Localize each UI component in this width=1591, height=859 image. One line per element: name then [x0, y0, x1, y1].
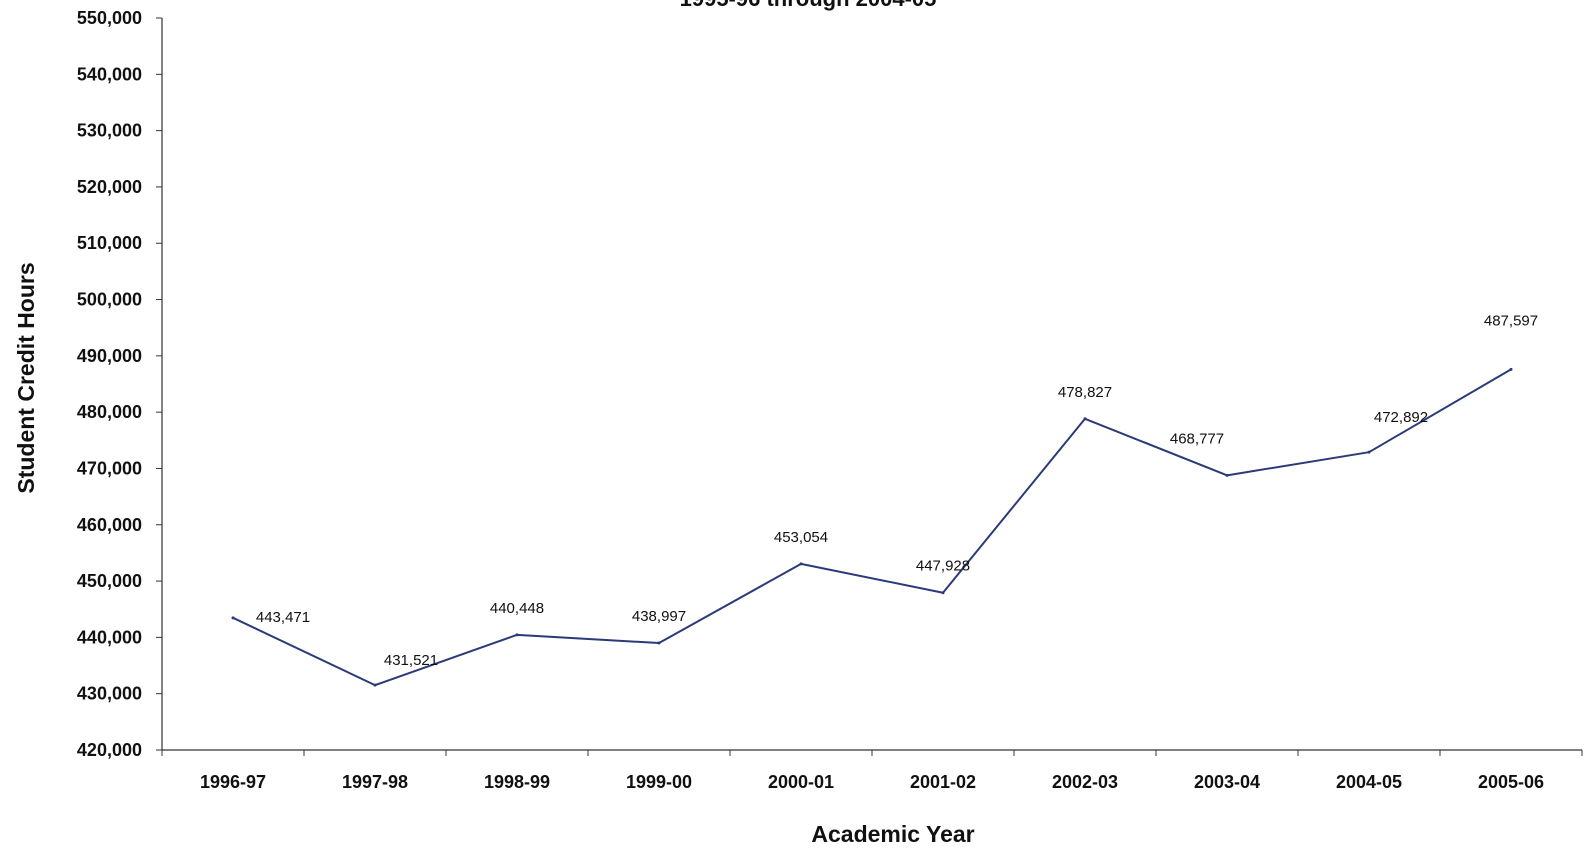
y-tick-label: 480,000 [77, 402, 142, 422]
x-axis: 1996-97 1997-98 1998-99 1999-00 2000-01 2001-… [161, 749, 1583, 792]
y-tick-label: 450,000 [77, 571, 142, 591]
x-tick-label: 1999-00 [626, 772, 692, 792]
data-point [1083, 417, 1087, 421]
x-tick-label: 2003-04 [1194, 772, 1260, 792]
data-point [231, 616, 235, 620]
y-tick-label: 460,000 [77, 515, 142, 535]
data-point [1367, 450, 1371, 454]
data-point [657, 641, 661, 645]
data-label: 438,997 [632, 608, 686, 625]
x-tick-label: 2000-01 [768, 772, 834, 792]
data-label: 453,054 [774, 529, 828, 546]
data-label: 468,777 [1170, 430, 1224, 447]
x-tick-label: 1998-99 [484, 772, 550, 792]
y-axis-title: Student Credit Hours [13, 262, 39, 493]
data-label: 478,827 [1058, 384, 1112, 401]
data-label: 443,471 [256, 609, 310, 626]
chart-title: 1995-96 through 2004-05 [680, 0, 937, 11]
y-tick-label: 470,000 [77, 458, 142, 478]
series [231, 367, 1513, 687]
x-tick-label: 2004-05 [1336, 772, 1402, 792]
data-label: 447,928 [916, 558, 970, 575]
data-label: 440,448 [490, 600, 544, 617]
y-tick-label: 490,000 [77, 346, 142, 366]
x-tick-label: 1997-98 [342, 772, 408, 792]
x-tick-label: 1996-97 [200, 772, 266, 792]
y-tick-label: 430,000 [77, 684, 142, 704]
data-point [373, 683, 377, 687]
data-point [1225, 473, 1229, 477]
y-tick-label: 500,000 [77, 290, 142, 310]
y-tick-label: 440,000 [77, 627, 142, 647]
data-point [515, 633, 519, 637]
y-tick-label: 520,000 [77, 177, 142, 197]
x-tick-label: 2005-06 [1478, 772, 1544, 792]
y-tick-label: 510,000 [77, 233, 142, 253]
data-labels: 443,471 431,521 440,448 438,997 453,054 447,9… [256, 312, 1538, 669]
y-axis: 420,000 430,000 440,000 450,000 460,000 470,0… [77, 8, 163, 760]
x-axis-title: Academic Year [811, 821, 974, 847]
data-label: 487,597 [1484, 312, 1538, 329]
data-point [1509, 367, 1513, 371]
x-tick-label: 2002-03 [1052, 772, 1118, 792]
data-label: 472,892 [1374, 409, 1428, 426]
y-tick-label: 530,000 [77, 121, 142, 141]
y-tick-label: 550,000 [77, 8, 142, 28]
data-point [799, 562, 803, 566]
data-label: 431,521 [384, 652, 438, 669]
data-point [941, 591, 945, 595]
series-line [232, 368, 1512, 687]
y-tick-label: 420,000 [77, 740, 142, 760]
y-tick-label: 540,000 [77, 64, 142, 84]
x-tick-label: 2001-02 [910, 772, 976, 792]
